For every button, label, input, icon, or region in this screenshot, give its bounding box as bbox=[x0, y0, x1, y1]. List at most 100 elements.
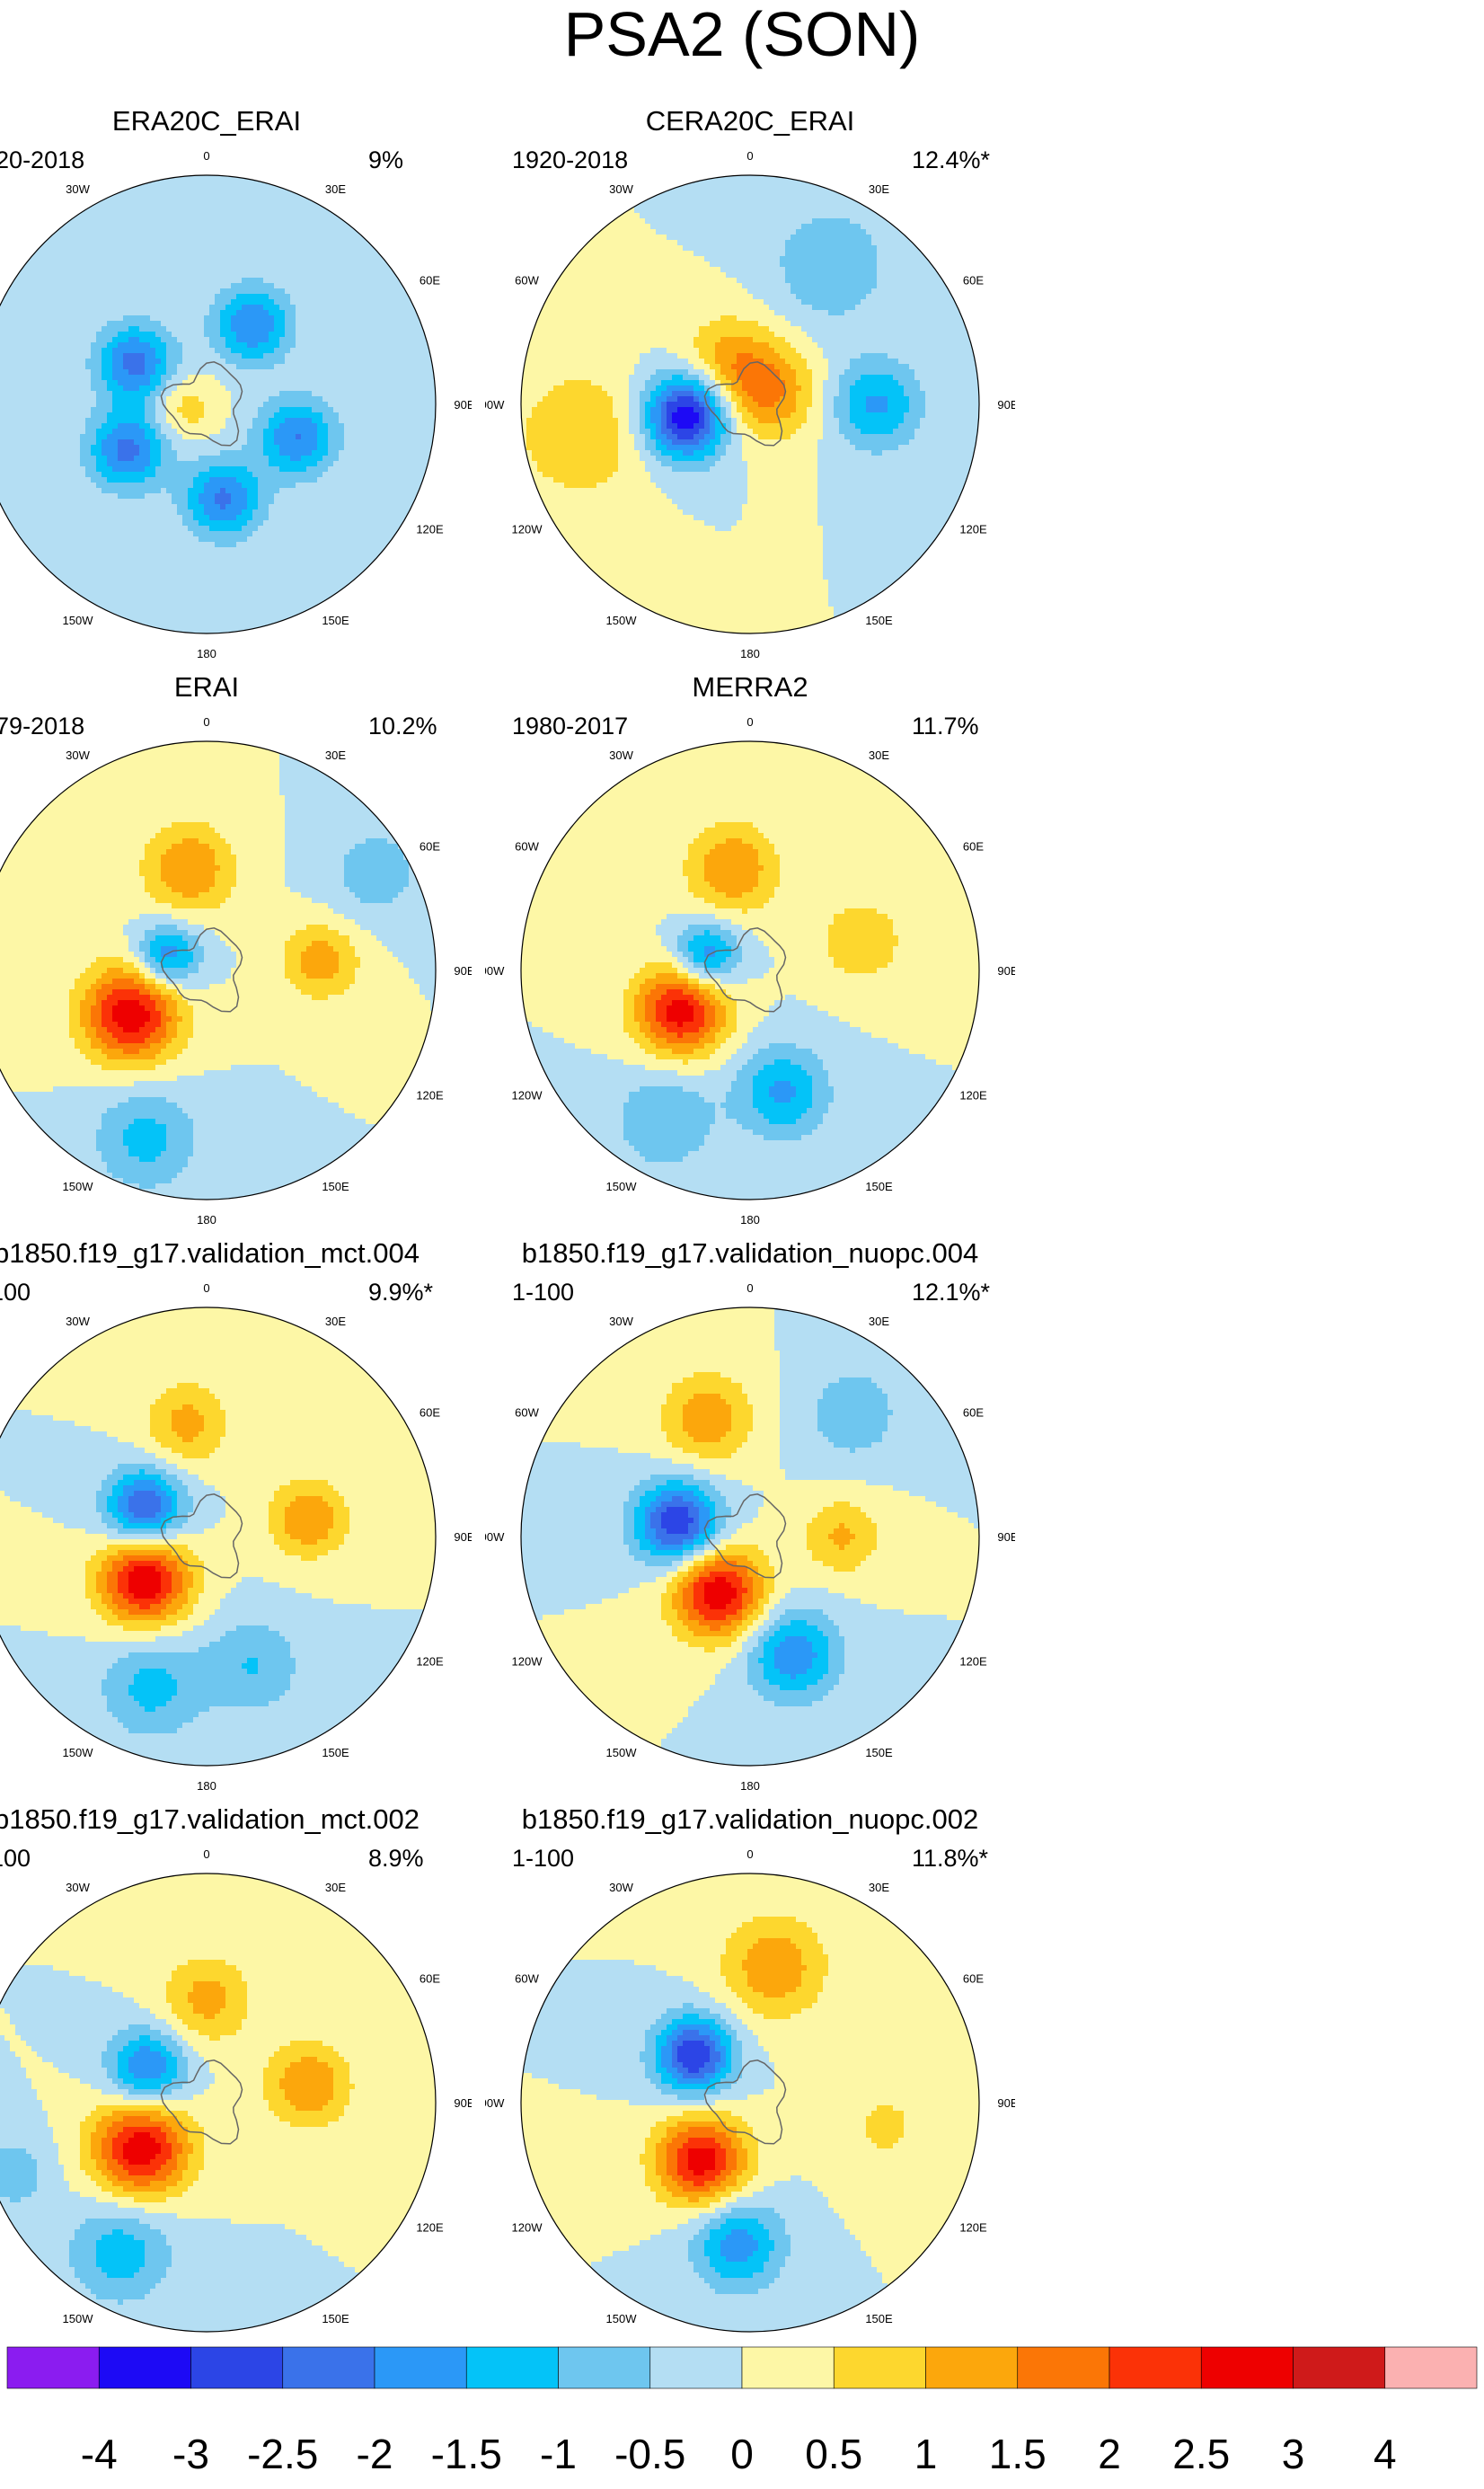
polar-map: 030E60E90E120E150E180150W120W90W60W30W bbox=[0, 715, 472, 1227]
longitude-label: 150E bbox=[865, 1180, 893, 1193]
longitude-label: 60E bbox=[963, 274, 984, 288]
polar-map: 030E60E90E120E150E180150W120W90W60W30W bbox=[485, 1281, 1015, 1793]
map-panel: ERA20C_ERAI 1920-2018 9% 0 30E 60E 90E 120E 150E… bbox=[0, 103, 472, 660]
panel-title: b1850.f19_g17.validation_mct.004 bbox=[0, 1236, 472, 1271]
polar-map: 030E60E90E120E150E180150W120W90W60W30W bbox=[0, 1847, 472, 2359]
colorbar-tick-label: 3 bbox=[1282, 2431, 1305, 2477]
polar-map: 030E60E90E120E150E180150W120W90W60W30W bbox=[0, 1281, 472, 1793]
longitude-label: 180 bbox=[740, 2345, 760, 2359]
panel-title: b1850.f19_g17.validation_nuopc.002 bbox=[485, 1802, 1015, 1838]
longitude-label: 0 bbox=[203, 1281, 209, 1295]
map-border bbox=[520, 174, 980, 634]
longitude-label: 0 bbox=[746, 715, 753, 729]
longitude-label: 150E bbox=[322, 2312, 349, 2325]
panel-title: ERAI bbox=[0, 669, 472, 705]
longitude-label: 120E bbox=[416, 1089, 444, 1103]
longitude-label: 150W bbox=[63, 614, 94, 627]
map-panel: ERAI 1979-2018 10.2% 0 30E 60E 90E 120E 150E 180 1… bbox=[0, 669, 472, 1227]
panel-variance: 10.2% bbox=[368, 711, 437, 741]
longitude-label: 30E bbox=[325, 1881, 346, 1894]
antarctica-coastline bbox=[703, 2059, 787, 2145]
contour-field bbox=[521, 175, 979, 633]
longitude-label: 120W bbox=[512, 523, 543, 536]
longitude-label: 30W bbox=[609, 1315, 633, 1328]
longitude-label: 120E bbox=[416, 2221, 444, 2235]
colorbar-tick-label: -4 bbox=[81, 2431, 118, 2477]
colorbar-tick-label: -0.5 bbox=[614, 2431, 685, 2477]
panel-period: 1980-2017 bbox=[512, 711, 628, 741]
longitude-label: 90E bbox=[997, 398, 1015, 412]
antarctica-coastline bbox=[160, 361, 243, 447]
longitude-label: 90E bbox=[454, 1530, 472, 1544]
longitude-label: 150E bbox=[865, 1746, 893, 1759]
longitude-label: 90E bbox=[454, 398, 472, 412]
panel-title: CERA20C_ERAI bbox=[485, 103, 1015, 139]
antarctica-coastline bbox=[160, 1493, 243, 1579]
longitude-label: 90W bbox=[485, 2096, 505, 2110]
panel-title: MERRA2 bbox=[485, 669, 1015, 705]
antarctica-coastline bbox=[703, 1493, 787, 1579]
colorbar-tick-label: -2 bbox=[357, 2431, 393, 2477]
panel-period: 1979-2018 bbox=[0, 711, 84, 741]
longitude-label: 0 bbox=[203, 715, 209, 729]
colorbar-swatch bbox=[1384, 2346, 1478, 2389]
panel-period: 1-100 bbox=[512, 1843, 574, 1873]
panel-period: 1-100 bbox=[512, 1277, 574, 1307]
panel-period: 1-100 bbox=[0, 1277, 31, 1307]
longitude-label: 180 bbox=[197, 1213, 216, 1227]
figure-title: PSA2 (SON) bbox=[0, 0, 1484, 72]
longitude-label: 150E bbox=[322, 1180, 349, 1193]
panel-title: b1850.f19_g17.validation_mct.002 bbox=[0, 1802, 472, 1838]
longitude-label: 120E bbox=[416, 523, 444, 536]
longitude-label: 120E bbox=[416, 1655, 444, 1669]
longitude-label: 0 bbox=[203, 1847, 209, 1861]
longitude-label: 150W bbox=[606, 1746, 638, 1759]
polar-map: 030E60E90E120E150E180150W120W90W60W30W bbox=[485, 149, 1015, 660]
longitude-label: 150E bbox=[865, 2312, 893, 2325]
map-border bbox=[0, 740, 437, 1200]
panel-title: b1850.f19_g17.validation_nuopc.004 bbox=[485, 1236, 1015, 1271]
polar-map: 030E60E90E120E150E180150W120W90W60W30W bbox=[0, 149, 472, 660]
map-panel: b1850.f19_g17.validation_mct.002 1-100 8.9… bbox=[0, 1802, 472, 2359]
colorbar-tick-label: 2.5 bbox=[1172, 2431, 1230, 2477]
colorbar-tick-label: 4 bbox=[1374, 2431, 1397, 2477]
longitude-label: 60W bbox=[515, 1406, 539, 1420]
longitude-label: 180 bbox=[197, 647, 216, 660]
longitude-label: 60E bbox=[420, 274, 440, 288]
longitude-label: 180 bbox=[740, 1779, 760, 1793]
longitude-label: 180 bbox=[740, 1213, 760, 1227]
longitude-label: 150E bbox=[322, 614, 349, 627]
longitude-label: 60E bbox=[420, 840, 440, 854]
longitude-label: 90W bbox=[485, 398, 505, 412]
antarctica-coastline bbox=[703, 361, 787, 447]
colorbar-tick-label: 0 bbox=[730, 2431, 754, 2477]
colorbar-tick-label: -3 bbox=[172, 2431, 209, 2477]
longitude-label: 30E bbox=[325, 1315, 346, 1328]
map-border bbox=[0, 1873, 437, 2333]
contour-field bbox=[0, 1873, 436, 2332]
longitude-label: 120E bbox=[959, 1655, 987, 1669]
panel-period: 1-100 bbox=[0, 1843, 31, 1873]
longitude-label: 30E bbox=[325, 182, 346, 196]
longitude-label: 30W bbox=[66, 182, 90, 196]
longitude-label: 30E bbox=[869, 182, 889, 196]
longitude-label: 30E bbox=[869, 748, 889, 762]
longitude-label: 60E bbox=[963, 840, 984, 854]
longitude-label: 30E bbox=[325, 748, 346, 762]
panel-period: 1920-2018 bbox=[512, 145, 628, 175]
longitude-label: 120W bbox=[512, 1655, 543, 1669]
longitude-label: 90E bbox=[997, 2096, 1015, 2110]
longitude-label: 30W bbox=[66, 1315, 90, 1328]
map-panel: b1850.f19_g17.validation_nuopc.002 1-100 1… bbox=[485, 1802, 1015, 2359]
contour-field bbox=[0, 175, 436, 633]
longitude-label: 0 bbox=[746, 1847, 753, 1861]
longitude-label: 90W bbox=[485, 964, 505, 978]
longitude-label: 90E bbox=[454, 964, 472, 978]
longitude-label: 90E bbox=[997, 964, 1015, 978]
longitude-label: 0 bbox=[203, 149, 209, 163]
panel-variance: 12.1%* bbox=[912, 1277, 990, 1307]
longitude-label: 180 bbox=[740, 647, 760, 660]
map-border bbox=[520, 740, 980, 1200]
map-panel: CERA20C_ERAI 1920-2018 12.4%* 0 30E 60E 90E 120… bbox=[485, 103, 1015, 660]
antarctica-coastline bbox=[160, 927, 243, 1013]
